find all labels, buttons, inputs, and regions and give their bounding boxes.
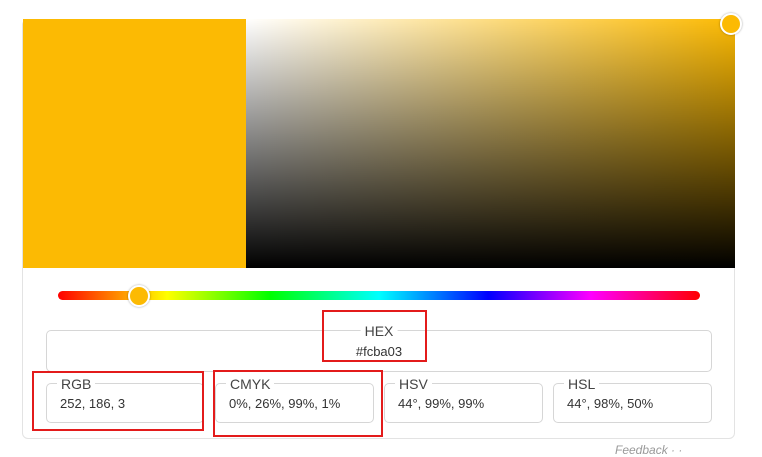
hsv-label: HSV (395, 376, 432, 392)
cmyk-label: CMYK (226, 376, 274, 392)
hsv-value[interactable]: 44°, 99%, 99% (398, 396, 484, 412)
hsl-field[interactable]: HSL 44°, 98%, 50% (553, 383, 712, 423)
saturation-value-area[interactable] (246, 19, 735, 268)
color-preview-swatch (23, 19, 246, 268)
hue-slider[interactable] (58, 291, 700, 300)
hex-value[interactable]: #fcba03 (47, 344, 711, 360)
hsv-field[interactable]: HSV 44°, 99%, 99% (384, 383, 543, 423)
rgb-value[interactable]: 252, 186, 3 (60, 396, 125, 412)
hsl-label: HSL (564, 376, 599, 392)
cmyk-field[interactable]: CMYK 0%, 26%, 99%, 1% (215, 383, 374, 423)
hue-slider-handle[interactable] (128, 285, 150, 307)
hsl-value[interactable]: 44°, 98%, 50% (567, 396, 653, 412)
saturation-value-handle[interactable] (720, 13, 742, 35)
feedback-link[interactable]: Feedback · · (615, 443, 682, 457)
cmyk-value[interactable]: 0%, 26%, 99%, 1% (229, 396, 340, 412)
rgb-label: RGB (57, 376, 95, 392)
rgb-field[interactable]: RGB 252, 186, 3 (46, 383, 204, 423)
hex-label: HEX (361, 323, 398, 339)
hex-field[interactable]: HEX #fcba03 (46, 330, 712, 372)
